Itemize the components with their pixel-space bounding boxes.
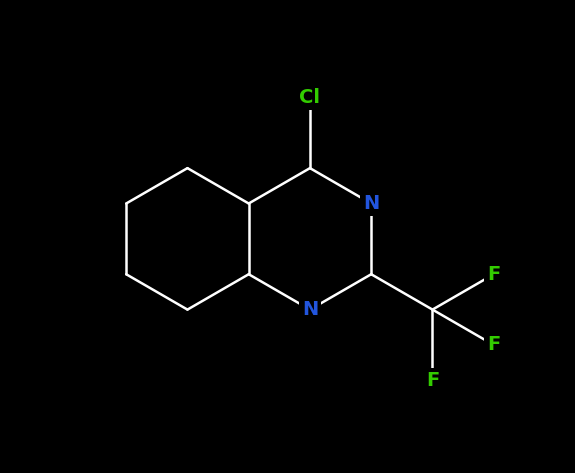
Text: F: F (426, 371, 439, 390)
Text: N: N (302, 300, 318, 319)
Text: F: F (487, 265, 500, 284)
Text: F: F (487, 335, 500, 354)
Text: Cl: Cl (300, 88, 320, 107)
Text: N: N (363, 194, 380, 213)
